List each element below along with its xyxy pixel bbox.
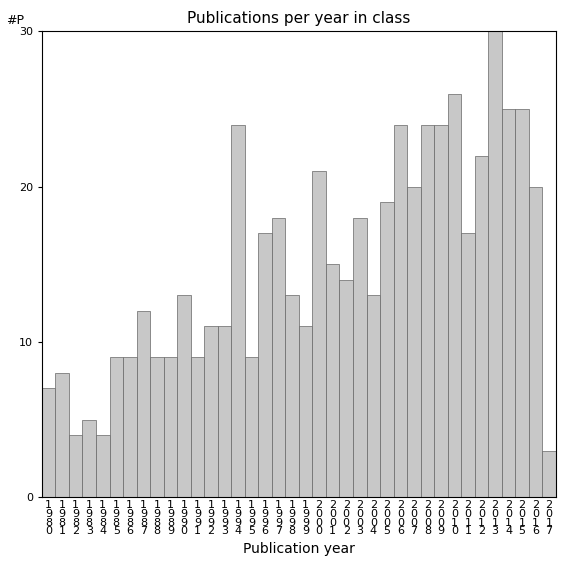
Bar bbox=[245, 357, 259, 497]
X-axis label: Publication year: Publication year bbox=[243, 542, 355, 556]
Bar bbox=[218, 327, 231, 497]
Bar bbox=[312, 171, 326, 497]
Bar bbox=[434, 125, 448, 497]
Bar bbox=[515, 109, 529, 497]
Bar bbox=[393, 125, 407, 497]
Bar bbox=[421, 125, 434, 497]
Bar bbox=[380, 202, 393, 497]
Text: #P: #P bbox=[6, 14, 24, 27]
Bar bbox=[109, 357, 123, 497]
Bar bbox=[231, 125, 245, 497]
Bar bbox=[299, 327, 312, 497]
Bar bbox=[82, 420, 96, 497]
Bar bbox=[96, 435, 109, 497]
Bar bbox=[191, 357, 204, 497]
Bar bbox=[69, 435, 82, 497]
Bar bbox=[502, 109, 515, 497]
Bar bbox=[285, 295, 299, 497]
Bar bbox=[529, 187, 543, 497]
Bar bbox=[353, 218, 366, 497]
Bar bbox=[123, 357, 137, 497]
Bar bbox=[272, 218, 285, 497]
Bar bbox=[164, 357, 177, 497]
Bar bbox=[56, 373, 69, 497]
Bar bbox=[340, 280, 353, 497]
Bar bbox=[543, 451, 556, 497]
Bar bbox=[448, 94, 461, 497]
Bar bbox=[366, 295, 380, 497]
Bar bbox=[204, 327, 218, 497]
Title: Publications per year in class: Publications per year in class bbox=[187, 11, 411, 26]
Bar bbox=[475, 155, 488, 497]
Bar bbox=[461, 233, 475, 497]
Bar bbox=[150, 357, 164, 497]
Bar bbox=[137, 311, 150, 497]
Bar bbox=[177, 295, 191, 497]
Bar bbox=[42, 388, 56, 497]
Bar bbox=[259, 233, 272, 497]
Bar bbox=[488, 31, 502, 497]
Bar bbox=[407, 187, 421, 497]
Bar bbox=[326, 264, 340, 497]
